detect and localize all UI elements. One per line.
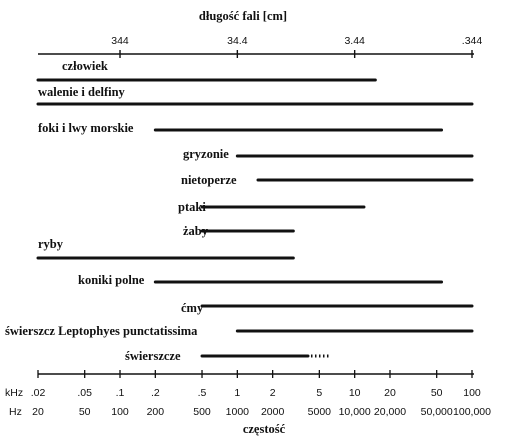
khz-tick-label: .2 bbox=[151, 387, 160, 399]
hz-tick-label: 50,000 bbox=[421, 406, 453, 418]
top-axis-tick-label: .344 bbox=[462, 35, 483, 47]
top-axis-tick-label: 34.4 bbox=[227, 35, 248, 47]
top-axis: długość fali [cm] 344 34.4 3.44 .344 bbox=[38, 9, 482, 58]
range-bar-label: ryby bbox=[38, 237, 64, 251]
hz-tick-label: 2000 bbox=[261, 406, 285, 418]
khz-tick-label: 2 bbox=[270, 387, 276, 399]
range-bar-label: nietoperze bbox=[181, 173, 237, 187]
top-axis-title: długość fali [cm] bbox=[199, 9, 287, 23]
range-bar-label: świerszcze bbox=[125, 349, 181, 363]
range-bar-label: świerszcz Leptophyes punctatissima bbox=[5, 324, 198, 338]
range-bar-label: żaby bbox=[183, 224, 209, 238]
range-bar-label: walenie i delfiny bbox=[38, 85, 126, 99]
hz-tick-label: 1000 bbox=[226, 406, 250, 418]
x-axis-title: częstość bbox=[243, 422, 286, 436]
hz-tick-label: 50 bbox=[79, 406, 91, 418]
khz-tick-label: 10 bbox=[349, 387, 361, 399]
range-bar-label: foki i lwy morskie bbox=[38, 121, 134, 135]
khz-tick-label: 5 bbox=[316, 387, 322, 399]
hz-tick-label: 100 bbox=[111, 406, 129, 418]
khz-tick-label: 1 bbox=[234, 387, 240, 399]
top-axis-tick-label: 3.44 bbox=[344, 35, 365, 47]
top-axis-tick-label: 344 bbox=[111, 35, 129, 47]
hz-tick-label: 5000 bbox=[308, 406, 332, 418]
hz-tick-label: 10,000 bbox=[339, 406, 371, 418]
hz-tick-label: 20 bbox=[32, 406, 44, 418]
hz-tick-label: 500 bbox=[193, 406, 211, 418]
range-bar-label: ptaki bbox=[178, 200, 206, 214]
khz-unit-label: kHz bbox=[5, 387, 23, 399]
range-bar-label: ćmy bbox=[181, 301, 204, 315]
range-bar-label: koniki polne bbox=[78, 273, 145, 287]
range-bars: człowiek walenie i delfiny foki i lwy mors… bbox=[5, 59, 474, 363]
hz-unit-label: Hz bbox=[9, 406, 22, 418]
bottom-axis: kHz Hz częstość .02 20 .05 50 .1 100 .2 200 .5 50… bbox=[5, 370, 491, 436]
khz-tick-label: .02 bbox=[31, 387, 46, 399]
khz-tick-label: 100 bbox=[463, 387, 481, 399]
khz-tick-label: .5 bbox=[198, 387, 207, 399]
hz-tick-label: 20,000 bbox=[374, 406, 406, 418]
hz-tick-label: 200 bbox=[147, 406, 165, 418]
khz-tick-label: 50 bbox=[431, 387, 443, 399]
range-bar-label: gryzonie bbox=[183, 147, 229, 161]
khz-tick-label: .1 bbox=[116, 387, 125, 399]
hz-tick-label: 100,000 bbox=[453, 406, 491, 418]
khz-tick-label: 20 bbox=[384, 387, 396, 399]
khz-tick-label: .05 bbox=[77, 387, 92, 399]
range-bar-label: człowiek bbox=[62, 59, 108, 73]
